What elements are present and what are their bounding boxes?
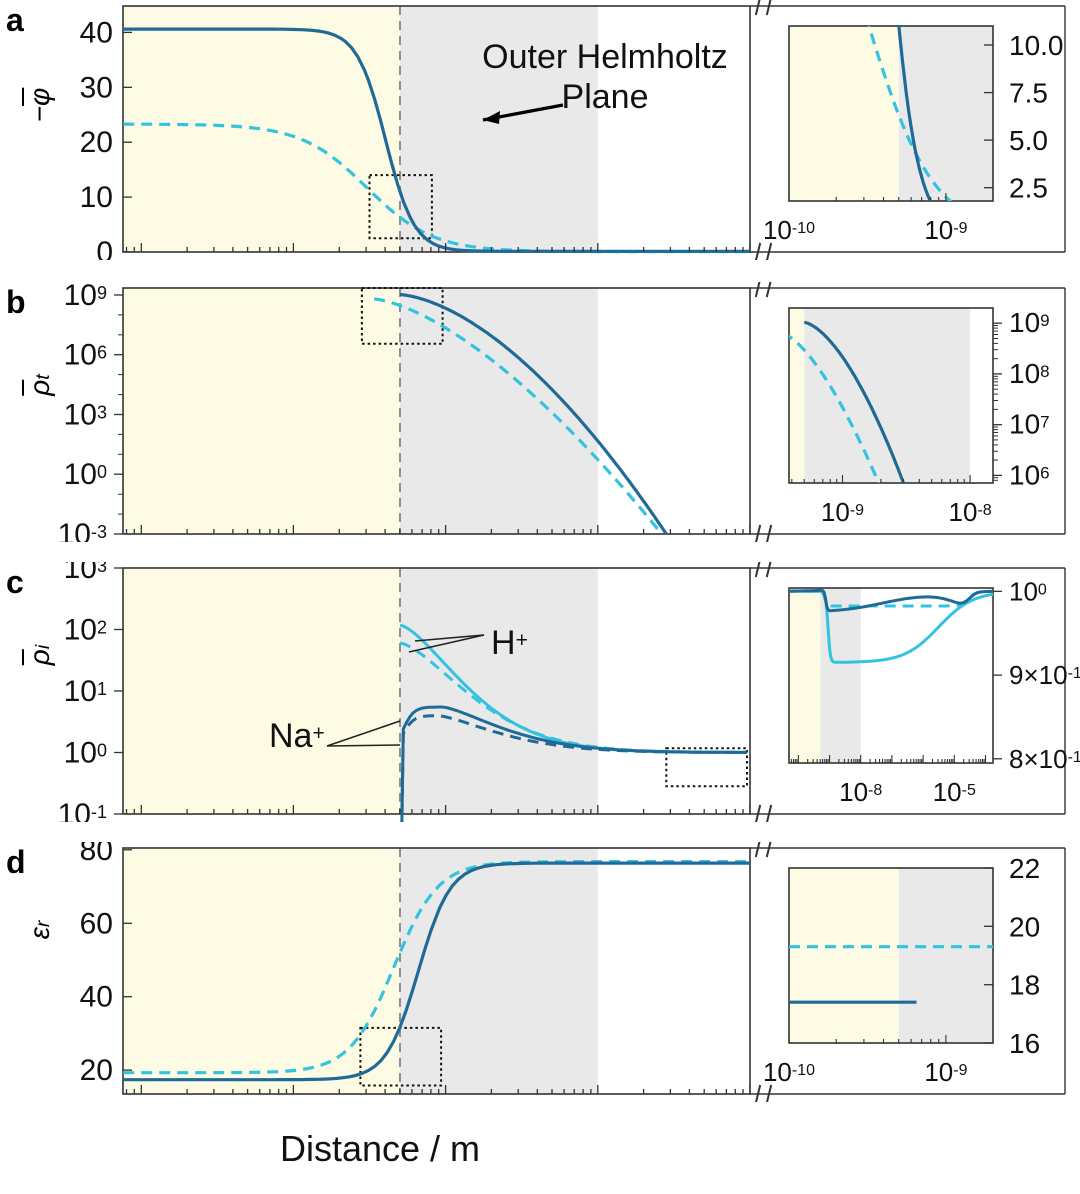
svg-text:40: 40 [80, 16, 113, 49]
svg-text:0: 0 [96, 236, 113, 260]
svg-text:10-9: 10-9 [821, 497, 864, 527]
svg-text:100: 100 [1009, 576, 1047, 606]
svg-text:10-10: 10-10 [763, 215, 815, 245]
svg-text:103: 103 [64, 562, 107, 585]
svg-text:30: 30 [80, 71, 113, 104]
svg-text:5.0: 5.0 [1009, 125, 1048, 156]
svg-text:10: 10 [80, 181, 113, 214]
svg-text:2.5: 2.5 [1009, 173, 1048, 204]
svg-text:Outer Helmholtz: Outer Helmholtz [482, 38, 728, 76]
svg-text:8×10-1: 8×10-1 [1009, 744, 1080, 774]
svg-text:10-10: 10-10 [763, 1057, 815, 1087]
svg-text:20: 20 [80, 1054, 113, 1087]
svg-text:20: 20 [1009, 911, 1040, 942]
svg-text:10-8: 10-8 [949, 497, 992, 527]
svg-text:10-9: 10-9 [924, 1057, 967, 1087]
svg-text:18: 18 [1009, 970, 1040, 1001]
svg-text:100: 100 [64, 737, 107, 770]
svg-text:103: 103 [64, 399, 107, 432]
svg-text:108: 108 [1009, 358, 1050, 389]
svg-text:80: 80 [80, 842, 113, 867]
svg-text:Plane: Plane [562, 78, 649, 116]
svg-text:7.5: 7.5 [1009, 78, 1048, 109]
svg-text:16: 16 [1009, 1028, 1040, 1059]
svg-text:60: 60 [80, 907, 113, 940]
svg-text:10.0: 10.0 [1009, 30, 1064, 61]
svg-text:20: 20 [80, 126, 113, 159]
svg-text:40: 40 [80, 981, 113, 1014]
svg-text:102: 102 [64, 614, 107, 647]
svg-text:10-1: 10-1 [58, 798, 107, 822]
svg-text:109: 109 [64, 282, 107, 312]
svg-text:101: 101 [64, 675, 107, 708]
svg-text:100: 100 [64, 458, 107, 491]
svg-text:9×10-1: 9×10-1 [1009, 660, 1080, 690]
svg-text:107: 107 [1009, 409, 1050, 440]
svg-text:109: 109 [1009, 307, 1050, 338]
svg-text:10-3: 10-3 [58, 518, 107, 542]
svg-text:10-8: 10-8 [839, 777, 882, 807]
svg-text:10-5: 10-5 [933, 777, 976, 807]
svg-text:106: 106 [64, 339, 107, 372]
svg-text:22: 22 [1009, 853, 1040, 884]
svg-text:10-9: 10-9 [924, 215, 967, 245]
svg-text:106: 106 [1009, 459, 1050, 490]
